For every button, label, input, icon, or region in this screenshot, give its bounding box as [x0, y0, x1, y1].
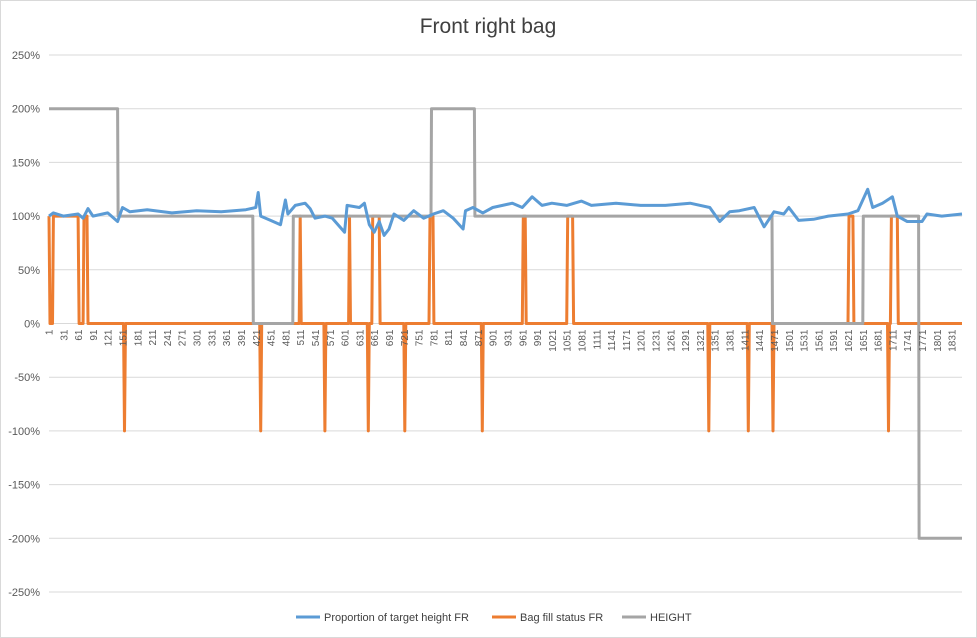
x-tick-label: 721	[400, 329, 411, 346]
x-tick-label: 1021	[548, 329, 559, 352]
x-tick-label: 421	[252, 329, 263, 346]
x-tick-label: 661	[370, 329, 381, 346]
chart-title: Front right bag	[420, 15, 557, 38]
y-tick-label: -50%	[14, 372, 40, 384]
x-tick-label: 1081	[577, 329, 588, 352]
x-tick-label: 1231	[652, 329, 663, 352]
x-tick-label: 391	[237, 329, 248, 346]
legend-label: Proportion of target height FR	[324, 612, 469, 624]
x-tick-label: 1531	[800, 329, 811, 352]
y-tick-label: 200%	[12, 104, 40, 116]
legend: Proportion of target height FR Bag fill s…	[296, 612, 692, 624]
x-tick-label: 931	[503, 329, 514, 346]
x-tick-label: 121	[104, 329, 115, 346]
x-tick-label: 901	[489, 329, 500, 346]
y-tick-label: 0%	[24, 319, 40, 331]
x-tick-label: 1741	[903, 329, 914, 352]
x-tick-label: 781	[429, 329, 440, 346]
x-tick-label: 1651	[859, 329, 870, 352]
y-axis-ticks: 250% 200% 150% 100% 50% 0% -50% -100% -150% -200%…	[8, 50, 40, 599]
x-tick-label: 1111	[592, 329, 603, 349]
x-tick-label: 91	[89, 329, 100, 341]
x-tick-label: 301	[193, 329, 204, 346]
x-axis-ticks: 1 31 61 91 121 151 181 211 241 271 301 331 361 391 421…	[45, 329, 959, 352]
x-tick-label: 1201	[637, 329, 648, 352]
x-tick-label: 241	[163, 329, 174, 346]
x-tick-label: 1621	[844, 329, 855, 352]
series-line-3	[49, 107, 962, 540]
x-tick-label: 211	[148, 329, 159, 345]
x-tick-label: 331	[207, 329, 218, 346]
x-tick-label: 31	[59, 329, 70, 341]
x-tick-label: 1711	[888, 329, 899, 351]
x-tick-label: 451	[267, 329, 278, 346]
x-tick-label: 1831	[948, 329, 959, 352]
x-tick-label: 841	[459, 329, 470, 346]
series-line-1	[48, 187, 963, 237]
x-tick-label: 631	[355, 329, 366, 346]
y-tick-label: -250%	[8, 587, 40, 599]
x-tick-label: 1051	[563, 329, 574, 352]
x-tick-label: 1441	[755, 329, 766, 352]
x-tick-label: 1261	[666, 329, 677, 352]
x-tick-label: 991	[533, 329, 544, 346]
y-tick-label: 150%	[12, 157, 40, 169]
x-tick-label: 1411	[740, 329, 751, 351]
x-tick-label: 1591	[829, 329, 840, 352]
x-tick-label: 61	[74, 329, 85, 341]
legend-label: Bag fill status FR	[520, 612, 603, 624]
x-tick-label: 571	[326, 329, 337, 346]
x-tick-label: 1351	[711, 329, 722, 352]
x-tick-label: 1141	[607, 329, 618, 351]
x-tick-label: 181	[133, 329, 144, 346]
x-tick-label: 601	[341, 329, 352, 346]
x-tick-label: 541	[311, 329, 322, 346]
x-tick-label: 481	[281, 329, 292, 346]
x-tick-label: 511	[296, 329, 307, 345]
x-tick-label: 871	[474, 329, 485, 346]
x-tick-label: 1171	[622, 329, 633, 351]
x-tick-label: 691	[385, 329, 396, 346]
x-tick-label: 1801	[933, 329, 944, 352]
x-tick-label: 751	[415, 329, 426, 346]
x-tick-label: 1681	[874, 329, 885, 352]
y-tick-label: -150%	[8, 480, 40, 492]
x-tick-label: 1291	[681, 329, 692, 352]
x-tick-label: 361	[222, 329, 233, 346]
y-tick-label: 50%	[18, 265, 40, 277]
x-tick-label: 1471	[770, 329, 781, 352]
y-tick-label: 100%	[12, 211, 40, 223]
x-tick-label: 151	[119, 329, 130, 346]
x-tick-label: 1321	[696, 329, 707, 352]
series-lines	[47, 107, 963, 540]
x-tick-label: 1561	[814, 329, 825, 352]
y-tick-label: -100%	[8, 426, 40, 438]
x-tick-label: 1501	[785, 329, 796, 352]
x-tick-label: 271	[178, 329, 189, 346]
y-tick-label: -200%	[8, 533, 40, 545]
x-tick-label: 1	[45, 329, 56, 335]
y-tick-label: 250%	[12, 50, 40, 62]
x-tick-label: 1381	[726, 329, 737, 352]
x-tick-label: 1771	[918, 329, 929, 352]
legend-label: HEIGHT	[650, 612, 692, 624]
x-tick-label: 961	[518, 329, 529, 346]
x-tick-label: 811	[444, 329, 455, 345]
